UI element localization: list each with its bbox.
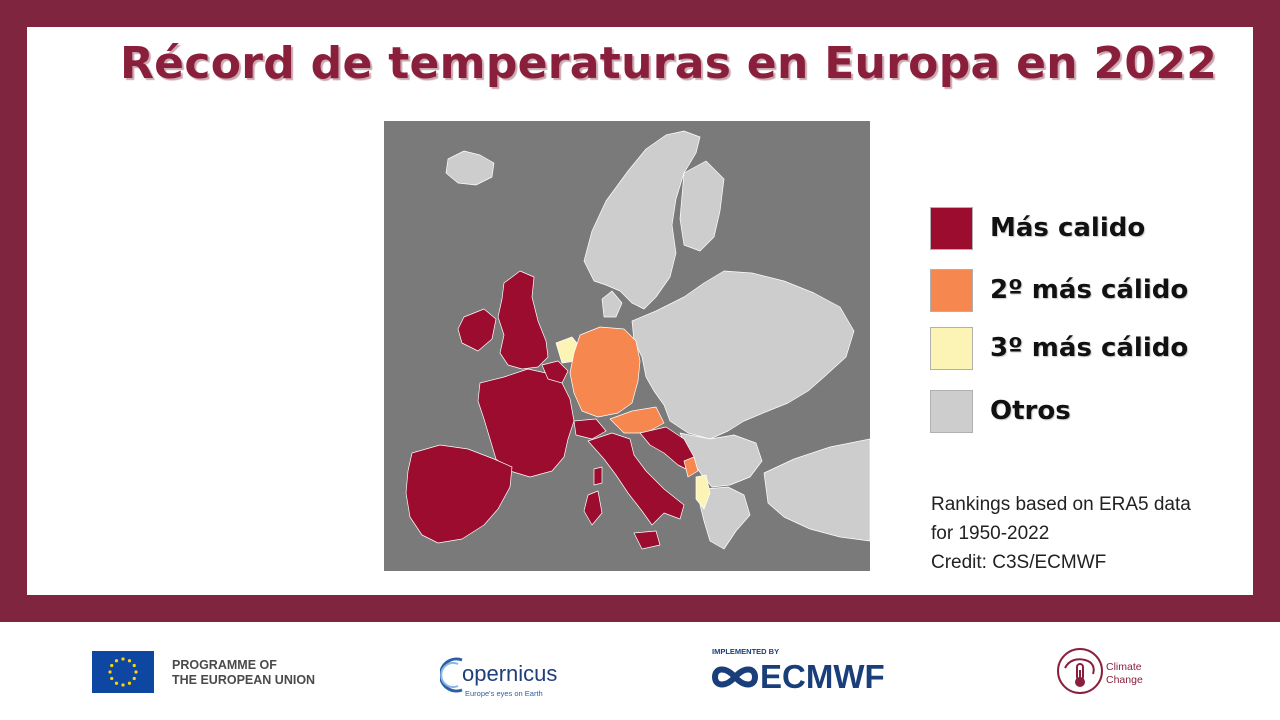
eu-star-icon	[121, 683, 125, 687]
eu-star-icon	[132, 676, 136, 681]
cc-line-2: Change	[1106, 674, 1143, 686]
region-turkey	[763, 438, 870, 542]
eu-star-icon	[134, 670, 138, 674]
eu-line-2: THE EUROPEAN UNION	[172, 673, 316, 687]
legend-swatch-third	[930, 327, 973, 370]
region-greece	[699, 486, 751, 550]
climate-change-thermometer-icon	[1057, 648, 1103, 694]
eu-star-icon	[108, 670, 112, 674]
region-germany	[569, 326, 641, 418]
eu-line-1: PROGRAMME OF	[172, 658, 277, 672]
copernicus-logo-icon	[440, 657, 463, 693]
region-sardinia	[583, 490, 603, 526]
region-denmark	[601, 290, 623, 318]
region-corsica	[593, 466, 603, 486]
europe-temperature-map	[384, 121, 870, 571]
legend-swatch-warmest	[930, 207, 973, 250]
region-france	[477, 368, 575, 478]
region-bosnia-coast	[683, 456, 699, 478]
eu-star-icon	[114, 681, 119, 685]
note-credit: Credit: C3S/ECMWF	[931, 552, 1107, 573]
eu-star-icon	[132, 663, 136, 668]
region-iberia	[405, 444, 513, 544]
cc-line-1: Climate	[1106, 661, 1142, 673]
climate-change-text: Climate Change	[1106, 661, 1143, 687]
region-switzerland	[573, 418, 607, 440]
legend-swatch-second	[930, 269, 973, 312]
region-austria	[609, 406, 665, 434]
legend-item-third: 3º más cálido	[930, 327, 1230, 371]
legend-label-others: Otros	[990, 396, 1071, 426]
copernicus-wordmark: opernicus	[462, 661, 558, 686]
region-iceland	[445, 150, 495, 186]
region-ireland	[457, 308, 497, 352]
legend-item-others: Otros	[930, 390, 1230, 434]
eu-star-icon	[127, 681, 132, 685]
eu-star-icon	[121, 657, 125, 661]
region-belgium	[541, 360, 569, 384]
legend-label-warmest: Más calido	[990, 213, 1146, 243]
legend-swatch-others	[930, 390, 973, 433]
region-albania	[695, 474, 711, 510]
eu-star-icon	[127, 659, 132, 663]
region-scandinavia	[583, 130, 701, 310]
legend-item-warmest: Más calido	[930, 207, 1230, 251]
copernicus-tagline: Europe's eyes on Earth	[465, 689, 543, 698]
legend-item-second: 2º más cálido	[930, 269, 1230, 313]
eu-flag-icon	[92, 651, 154, 693]
note-period: for 1950-2022	[931, 523, 1050, 544]
eu-star-icon	[114, 659, 119, 663]
page-title: Récord de temperaturas en Europa en 2022	[120, 38, 1218, 89]
region-balkans	[679, 432, 763, 488]
footer-logos: PROGRAMME OF THE EUROPEAN UNION opernicu…	[0, 622, 1280, 720]
region-uk	[497, 270, 549, 370]
region-italy	[587, 432, 685, 526]
region-eastern-europe	[631, 270, 855, 440]
ecmwf-implemented-by: IMPLEMENTED BY	[712, 647, 780, 656]
eu-star-icon	[110, 663, 114, 668]
legend-label-third: 3º más cálido	[990, 333, 1189, 363]
legend-label-second: 2º más cálido	[990, 275, 1189, 305]
source-notes: Rankings based on ERA5 data for 1950-202…	[931, 490, 1231, 577]
region-sicily	[633, 530, 661, 550]
note-rankings: Rankings based on ERA5 data	[931, 494, 1191, 515]
ecmwf-logo-icon	[711, 666, 759, 688]
eu-star-icon	[110, 676, 114, 681]
eu-programme-text: PROGRAMME OF THE EUROPEAN UNION	[172, 658, 315, 688]
region-finland	[679, 160, 725, 252]
ecmwf-wordmark: ECMWF	[760, 658, 885, 695]
